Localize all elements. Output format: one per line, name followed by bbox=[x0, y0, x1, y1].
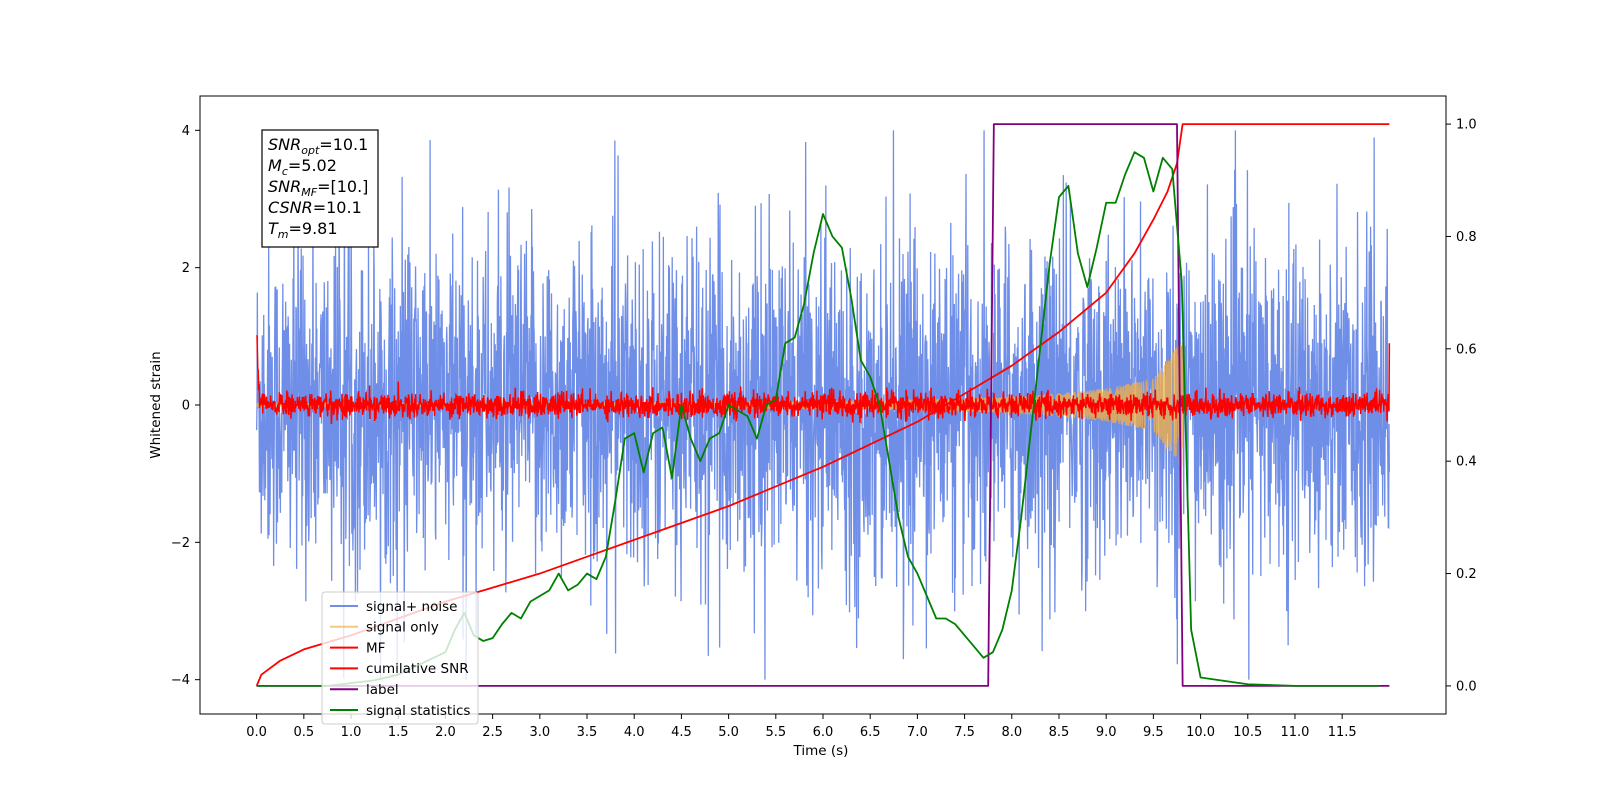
x-tick-label: 8.0 bbox=[1001, 725, 1022, 740]
x-tick-label: 9.5 bbox=[1143, 725, 1164, 740]
x-tick-label: 9.0 bbox=[1096, 725, 1117, 740]
y-tick-label: 4 bbox=[182, 124, 190, 139]
x-tick-label: 7.0 bbox=[907, 725, 928, 740]
x-tick-label: 11.0 bbox=[1280, 725, 1309, 740]
x-tick-label: 5.5 bbox=[765, 725, 786, 740]
info-line: SNRopt=10.1 bbox=[268, 135, 368, 157]
y2-tick-label: 0.0 bbox=[1456, 679, 1477, 694]
x-tick-label: 6.5 bbox=[860, 725, 881, 740]
info-line: Mc=5.02 bbox=[268, 156, 337, 178]
x-tick-label: 0.0 bbox=[246, 725, 267, 740]
series-label bbox=[256, 123, 1390, 687]
x-tick-label: 1.0 bbox=[341, 725, 362, 740]
x-axis: 0.0 0.5 1.0 1.5 2.0 2.5 3.0 3.5 4.0 4.5 5.0 5.5 6.0 6… bbox=[246, 714, 1357, 740]
y2-tick-label: 0.6 bbox=[1456, 342, 1477, 357]
x-tick-label: 7.5 bbox=[954, 725, 975, 740]
y2-tick-label: 0.2 bbox=[1456, 567, 1477, 582]
series-signal-plus-noise bbox=[255, 130, 1391, 680]
x-tick-label: 11.5 bbox=[1328, 725, 1357, 740]
y2-tick-label: 0.8 bbox=[1456, 230, 1477, 245]
x-tick-label: 6.0 bbox=[813, 725, 834, 740]
series-mf bbox=[255, 335, 1391, 425]
series-signal-statistics bbox=[256, 151, 1380, 687]
info-line: SNRMF=[10.] bbox=[268, 177, 368, 199]
y-axis-label: Whitened strain bbox=[148, 351, 164, 458]
x-tick-label: 4.0 bbox=[624, 725, 645, 740]
x-tick-label: 8.5 bbox=[1049, 725, 1070, 740]
y-axis-right: 1.0 0.8 0.6 0.4 0.2 0.0 bbox=[1446, 118, 1477, 694]
legend-label: cumilative SNR bbox=[366, 661, 469, 677]
x-tick-label: 1.5 bbox=[388, 725, 409, 740]
legend-label: signal only bbox=[366, 620, 439, 636]
info-line: CSNR=10.1 bbox=[268, 198, 362, 217]
x-tick-label: 10.5 bbox=[1233, 725, 1262, 740]
legend-label: MF bbox=[366, 640, 385, 656]
x-tick-label: 0.5 bbox=[293, 725, 314, 740]
legend: signal+ noise signal only MF cumilative SNR… bbox=[321, 591, 479, 725]
y-tick-label: −2 bbox=[171, 536, 190, 551]
legend-label: signal+ noise bbox=[366, 599, 457, 615]
y-tick-label: 2 bbox=[182, 261, 190, 276]
y-tick-label: 0 bbox=[182, 399, 190, 414]
x-tick-label: 3.5 bbox=[577, 725, 598, 740]
x-tick-label: 10.0 bbox=[1186, 725, 1215, 740]
y2-tick-label: 1.0 bbox=[1456, 118, 1477, 133]
x-axis-label: Time (s) bbox=[793, 743, 849, 759]
x-tick-label: 4.5 bbox=[671, 725, 692, 740]
x-tick-label: 3.0 bbox=[529, 725, 550, 740]
legend-label: label bbox=[366, 682, 399, 698]
y-tick-label: −4 bbox=[171, 673, 190, 688]
x-tick-label: 2.5 bbox=[482, 725, 503, 740]
x-tick-label: 2.0 bbox=[435, 725, 456, 740]
y2-tick-label: 0.4 bbox=[1456, 455, 1477, 470]
x-tick-label: 5.0 bbox=[718, 725, 739, 740]
y-axis-left: 4 2 0 −2 −4 bbox=[171, 124, 200, 688]
legend-label: signal statistics bbox=[366, 703, 470, 719]
info-line: Tm=9.81 bbox=[268, 219, 338, 241]
